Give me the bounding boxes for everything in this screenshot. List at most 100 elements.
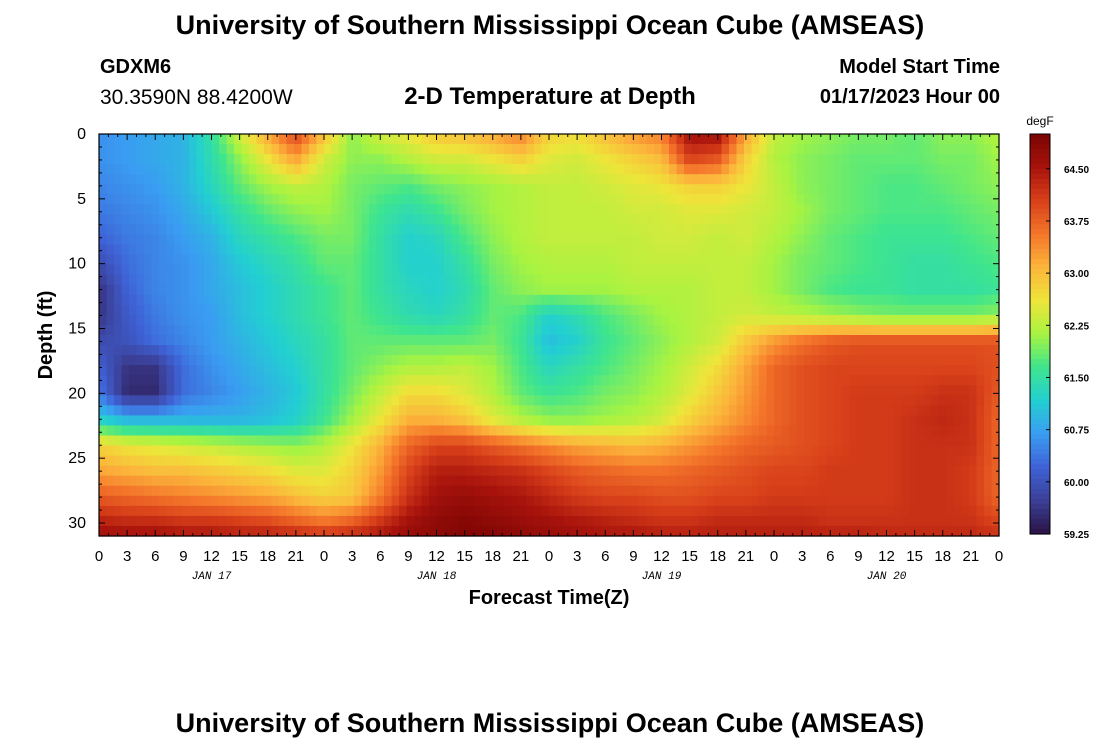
heatmap-cell — [579, 204, 588, 215]
heatmap-cell — [346, 465, 355, 477]
heatmap-cell — [271, 244, 280, 256]
heatmap-cell — [729, 284, 738, 296]
heatmap-cell — [159, 134, 168, 145]
heatmap-cell — [286, 174, 295, 185]
heatmap-cell — [924, 244, 933, 256]
heatmap-cell — [684, 435, 693, 447]
heatmap-cell — [759, 294, 768, 306]
heatmap-cell — [879, 284, 888, 296]
heatmap-cell — [871, 385, 880, 396]
heatmap-cell — [489, 194, 498, 205]
heatmap-cell — [504, 525, 513, 537]
heatmap-cell — [579, 264, 588, 276]
heatmap-cell — [759, 164, 768, 175]
heatmap-cell — [369, 154, 378, 165]
heatmap-cell — [99, 174, 108, 185]
heatmap-cell — [399, 284, 408, 296]
heatmap-cell — [504, 164, 513, 175]
heatmap-cell — [466, 475, 475, 487]
heatmap-cell — [639, 304, 648, 316]
heatmap-cell — [954, 465, 963, 477]
heatmap-cell — [384, 134, 393, 145]
heatmap-cell — [211, 375, 220, 386]
heatmap-cell — [369, 355, 378, 366]
heatmap-cell — [361, 395, 370, 406]
heatmap-cell — [661, 335, 670, 346]
heatmap-cell — [811, 144, 820, 155]
heatmap-cell — [774, 294, 783, 306]
heatmap-cell — [969, 314, 978, 326]
heatmap-cell — [256, 345, 265, 356]
heatmap-cell — [901, 425, 910, 437]
heatmap-cell — [241, 304, 250, 316]
heatmap-cell — [211, 184, 220, 195]
heatmap-cell — [901, 234, 910, 246]
heatmap-cell — [316, 375, 325, 386]
heatmap-cell — [631, 304, 640, 316]
heatmap-cell — [519, 495, 528, 507]
heatmap-cell — [309, 264, 318, 276]
heatmap-cell — [301, 324, 310, 336]
heatmap-cell — [834, 335, 843, 346]
heatmap-cell — [436, 415, 445, 427]
heatmap-cell — [744, 164, 753, 175]
heatmap-cell — [271, 435, 280, 447]
heatmap-cell — [706, 395, 715, 406]
heatmap-cell — [669, 465, 678, 477]
heatmap-cell — [631, 214, 640, 226]
heatmap-cell — [976, 395, 985, 406]
heatmap-cell — [406, 144, 415, 155]
heatmap-cell — [211, 134, 220, 145]
heatmap-cell — [766, 144, 775, 155]
heatmap-cell — [279, 365, 288, 376]
heatmap-cell — [781, 134, 790, 145]
heatmap-cell — [564, 294, 573, 306]
heatmap-cell — [249, 495, 258, 507]
heatmap-cell — [856, 194, 865, 205]
heatmap-cell — [241, 435, 250, 447]
heatmap-cell — [466, 194, 475, 205]
heatmap-cell — [706, 294, 715, 306]
heatmap-cell — [879, 144, 888, 155]
heatmap-cell — [249, 134, 258, 145]
heatmap-cell — [459, 425, 468, 437]
heatmap-cell — [489, 254, 498, 266]
heatmap-cell — [991, 284, 1000, 296]
heatmap-cell — [114, 515, 123, 527]
heatmap-cell — [106, 435, 115, 447]
heatmap-cell — [631, 224, 640, 236]
heatmap-cell — [376, 375, 385, 386]
heatmap-cell — [324, 385, 333, 396]
heatmap-cell — [159, 425, 168, 437]
heatmap-cell — [676, 505, 685, 517]
heatmap-cell — [511, 294, 520, 306]
heatmap-cell — [901, 385, 910, 396]
heatmap-cell — [796, 425, 805, 437]
heatmap-cell — [511, 244, 520, 256]
heatmap-cell — [804, 415, 813, 427]
heatmap-cell — [564, 194, 573, 205]
heatmap-cell — [151, 345, 160, 356]
heatmap-cell — [886, 144, 895, 155]
heatmap-cell — [526, 465, 535, 477]
heatmap-cell — [594, 134, 603, 145]
heatmap-cell — [166, 405, 175, 416]
heatmap-cell — [691, 365, 700, 376]
heatmap-cell — [631, 274, 640, 286]
heatmap-cell — [459, 395, 468, 406]
heatmap-cell — [399, 214, 408, 226]
heatmap-cell — [684, 475, 693, 487]
heatmap-cell — [234, 234, 243, 246]
heatmap-cell — [489, 274, 498, 286]
heatmap-cell — [639, 274, 648, 286]
heatmap-cell — [451, 254, 460, 266]
heatmap-cell — [661, 294, 670, 306]
heatmap-cell — [219, 164, 228, 175]
heatmap-cell — [166, 385, 175, 396]
heatmap-cell — [939, 435, 948, 447]
heatmap-cell — [249, 425, 258, 437]
heatmap-cell — [879, 355, 888, 366]
heatmap-cell — [594, 224, 603, 236]
heatmap-cell — [384, 395, 393, 406]
heatmap-cell — [721, 134, 730, 145]
